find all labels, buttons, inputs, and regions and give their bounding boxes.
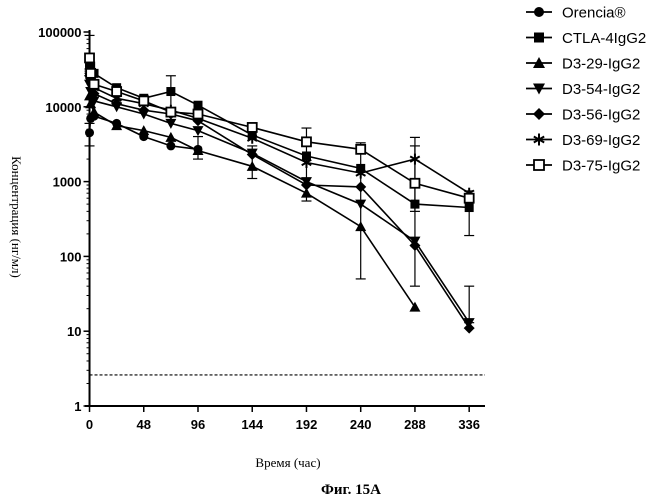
chart-axes: 1 10 100 1000 10000 100000 0 48 96 144 192 240 288 33…: [38, 25, 485, 432]
legend-item: D3-29-IgG2: [526, 56, 640, 73]
x-tick-label: 240: [350, 417, 372, 432]
legend-item: D3-69-IgG2: [526, 132, 640, 149]
y-tick-label: 100000: [38, 25, 81, 40]
legend-label: D3-29-IgG2: [562, 56, 640, 73]
data-point: [355, 200, 366, 210]
data-point: [90, 80, 99, 89]
data-point: [192, 126, 203, 136]
data-point: [301, 180, 312, 191]
x-tick-label: 48: [137, 417, 151, 432]
legend-item: Orencia®: [526, 5, 626, 22]
x-tick-label: 0: [86, 417, 93, 432]
x-axis-title: Время (час): [255, 455, 320, 470]
data-point: [409, 302, 420, 312]
data-point: [166, 108, 175, 117]
data-point: [356, 145, 365, 154]
x-tick-label: 144: [241, 417, 263, 432]
legend-label: D3-54-IgG2: [562, 81, 640, 98]
data-point: [85, 53, 94, 62]
data-point: [85, 128, 94, 137]
data-point: [166, 87, 175, 96]
legend-item: D3-75-IgG2: [526, 158, 640, 175]
chart-legend: Orencia® CTLA-4IgG2 D3-29-IgG2 D3-54-IgG2 D3…: [526, 5, 646, 175]
legend-item: CTLA-4IgG2: [526, 30, 646, 47]
data-point: [248, 123, 257, 132]
legend-item: D3-56-IgG2: [526, 107, 640, 124]
data-point: [534, 160, 544, 170]
x-tick-label: 96: [191, 417, 205, 432]
y-tick-label: 1: [74, 399, 81, 414]
figure-caption: Фиг. 15А: [321, 482, 381, 498]
data-point: [465, 194, 474, 203]
data-point: [410, 154, 420, 165]
y-axis-title: Концентрация (нг/мл): [9, 156, 24, 278]
data-point: [533, 108, 545, 120]
y-tick-label: 1000: [53, 175, 82, 190]
x-tick-label: 288: [404, 417, 426, 432]
legend-item: D3-54-IgG2: [526, 81, 640, 98]
legend-label: D3-75-IgG2: [562, 158, 640, 175]
data-point: [193, 110, 202, 119]
data-point: [410, 179, 419, 188]
y-tick-label: 10000: [45, 100, 81, 115]
data-point: [355, 221, 366, 231]
data-point: [410, 200, 419, 209]
legend-label: CTLA-4IgG2: [562, 30, 646, 47]
data-point: [534, 7, 544, 17]
legend-label: D3-56-IgG2: [562, 107, 640, 124]
series-line: [90, 58, 470, 198]
data-point: [302, 137, 311, 146]
data-series: [84, 53, 475, 333]
y-tick-label: 10: [67, 324, 81, 339]
data-point: [139, 96, 148, 105]
data-point: [534, 33, 544, 43]
x-tick-label: 192: [296, 417, 318, 432]
legend-label: Orencia®: [562, 5, 626, 22]
data-point: [193, 101, 202, 110]
legend-label: D3-69-IgG2: [562, 132, 640, 149]
data-point: [464, 323, 475, 334]
data-point: [112, 87, 121, 96]
x-tick-label: 336: [458, 417, 480, 432]
data-point: [166, 141, 175, 150]
data-point: [465, 203, 474, 212]
data-point: [86, 69, 95, 78]
y-tick-label: 100: [60, 249, 82, 264]
